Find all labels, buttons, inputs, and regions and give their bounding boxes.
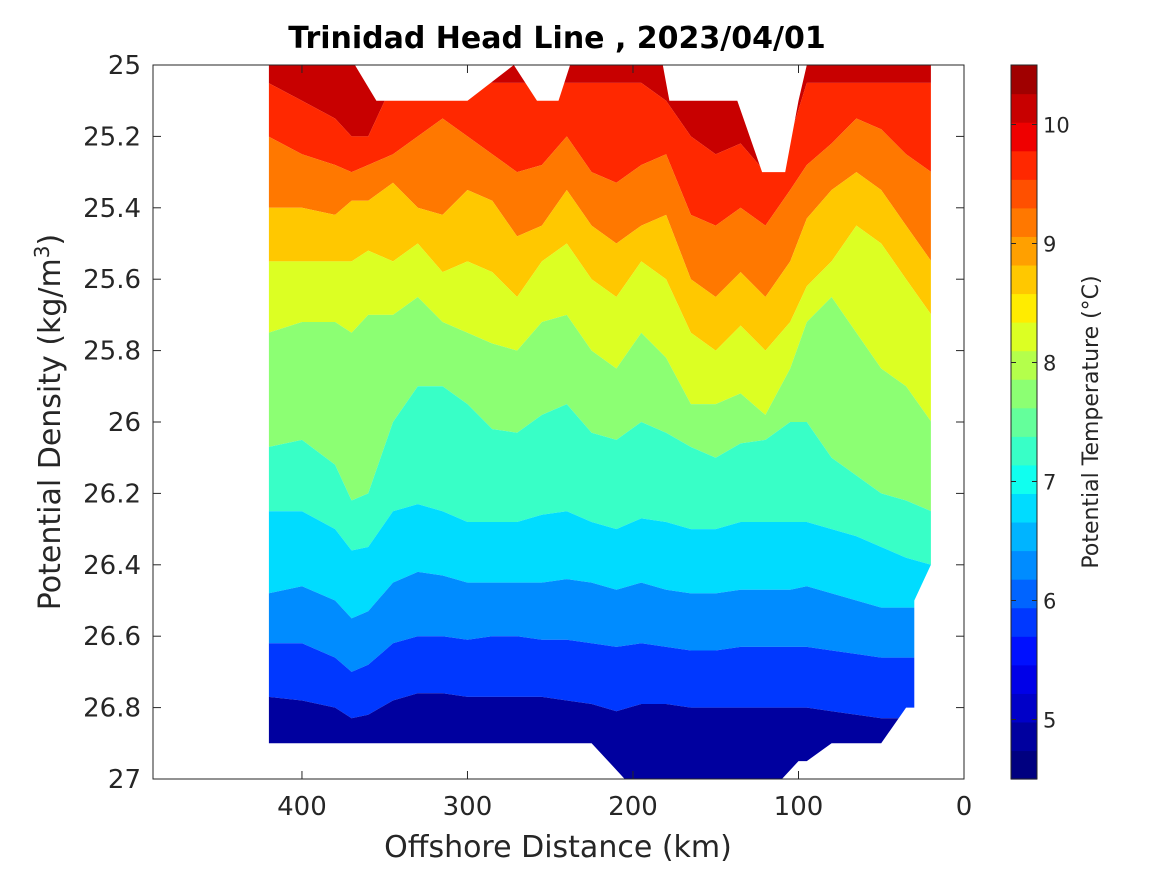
contour-area bbox=[268, 65, 931, 779]
colorbar-swatch bbox=[1011, 436, 1037, 466]
colorbar-swatch bbox=[1011, 236, 1037, 266]
colorbar-tick-label: 10 bbox=[1043, 114, 1070, 138]
contour-band bbox=[268, 82, 931, 226]
colorbar-swatch bbox=[1011, 493, 1037, 523]
colorbar-swatch bbox=[1011, 207, 1037, 237]
contour-band bbox=[268, 504, 931, 619]
x-axis-label: Offshore Distance (km) bbox=[384, 830, 732, 865]
y-axis-label-superscript: 3 bbox=[30, 245, 54, 258]
colorbar-swatch bbox=[1011, 93, 1037, 123]
contour-fills bbox=[268, 65, 931, 779]
y-tick-label: 26.4 bbox=[83, 551, 141, 581]
colorbar-swatch bbox=[1011, 150, 1037, 180]
y-tick-label: 26.2 bbox=[83, 479, 141, 509]
chart-title: Trinidad Head Line , 2023/04/01 bbox=[288, 21, 825, 56]
colorbar-swatch bbox=[1011, 579, 1037, 609]
x-tick-label: 0 bbox=[956, 792, 973, 822]
contour-band bbox=[268, 636, 931, 719]
y-tick-label: 25.8 bbox=[83, 337, 141, 367]
y-tick-label: 25.4 bbox=[83, 194, 141, 224]
colorbar-swatch bbox=[1011, 693, 1037, 723]
y-axis-label-main: Potential Density (kg/m bbox=[33, 258, 68, 610]
contour-band bbox=[268, 118, 931, 297]
contour-band bbox=[268, 386, 931, 565]
colorbar-tick-label: 8 bbox=[1043, 352, 1056, 376]
x-tick-label: 400 bbox=[277, 792, 327, 822]
colorbar-swatch bbox=[1011, 407, 1037, 437]
colorbar-tick-label: 6 bbox=[1043, 590, 1056, 614]
x-tick-label: 300 bbox=[443, 792, 493, 822]
colorbar-swatch bbox=[1011, 464, 1037, 494]
y-axis-label-tail: ) bbox=[33, 234, 68, 246]
y-axis: 25 25.2 25.4 25.6 25.8 26 26.2 26.4 26.6 26.8 27 bbox=[83, 51, 964, 795]
x-tick-label: 100 bbox=[774, 792, 824, 822]
colorbar-swatch bbox=[1011, 122, 1037, 152]
colorbar-swatch bbox=[1011, 350, 1037, 380]
y-tick-label: 26.8 bbox=[83, 694, 141, 724]
colorbar-swatch bbox=[1011, 293, 1037, 323]
y-tick-label: 25 bbox=[108, 51, 141, 81]
colorbar-swatch bbox=[1011, 607, 1037, 637]
y-tick-label: 26 bbox=[108, 408, 141, 438]
contour-band bbox=[268, 297, 931, 512]
y-tick-label: 25.2 bbox=[83, 122, 141, 152]
colorbar-swatch bbox=[1011, 521, 1037, 552]
colorbar-tick-label: 5 bbox=[1043, 709, 1056, 733]
colorbar-swatch bbox=[1011, 750, 1037, 780]
colorbar-swatch bbox=[1011, 636, 1037, 666]
y-tick-label: 25.6 bbox=[83, 265, 141, 295]
x-axis: 400 300 200 100 0 bbox=[277, 65, 972, 822]
contour-band bbox=[268, 172, 931, 351]
y-tick-label: 26.6 bbox=[83, 622, 141, 652]
colorbar-tick-label: 7 bbox=[1043, 471, 1056, 495]
contour-band bbox=[268, 225, 931, 422]
colorbar-swatch bbox=[1011, 379, 1037, 409]
colorbar-tick-label: 9 bbox=[1043, 233, 1056, 257]
colorbar-swatch bbox=[1011, 721, 1037, 752]
colorbar-ticks: 5 6 7 8 9 10 bbox=[1011, 114, 1070, 733]
y-axis-label: Potential Density (kg/m3) bbox=[30, 234, 68, 610]
y-tick-label: 27 bbox=[108, 765, 141, 795]
colorbar-frame bbox=[1010, 64, 1038, 780]
colorbar-label: Potential Temperature (°C) bbox=[1079, 275, 1104, 568]
colorbar-swatch bbox=[1011, 264, 1037, 295]
colorbar-swatch bbox=[1011, 550, 1037, 580]
colorbar bbox=[1011, 65, 1037, 780]
colorbar-swatch bbox=[1011, 179, 1037, 209]
x-tick-label: 200 bbox=[608, 792, 658, 822]
colorbar-swatch bbox=[1011, 664, 1037, 694]
colorbar-swatch bbox=[1011, 65, 1037, 95]
colorbar-swatch bbox=[1011, 322, 1037, 352]
